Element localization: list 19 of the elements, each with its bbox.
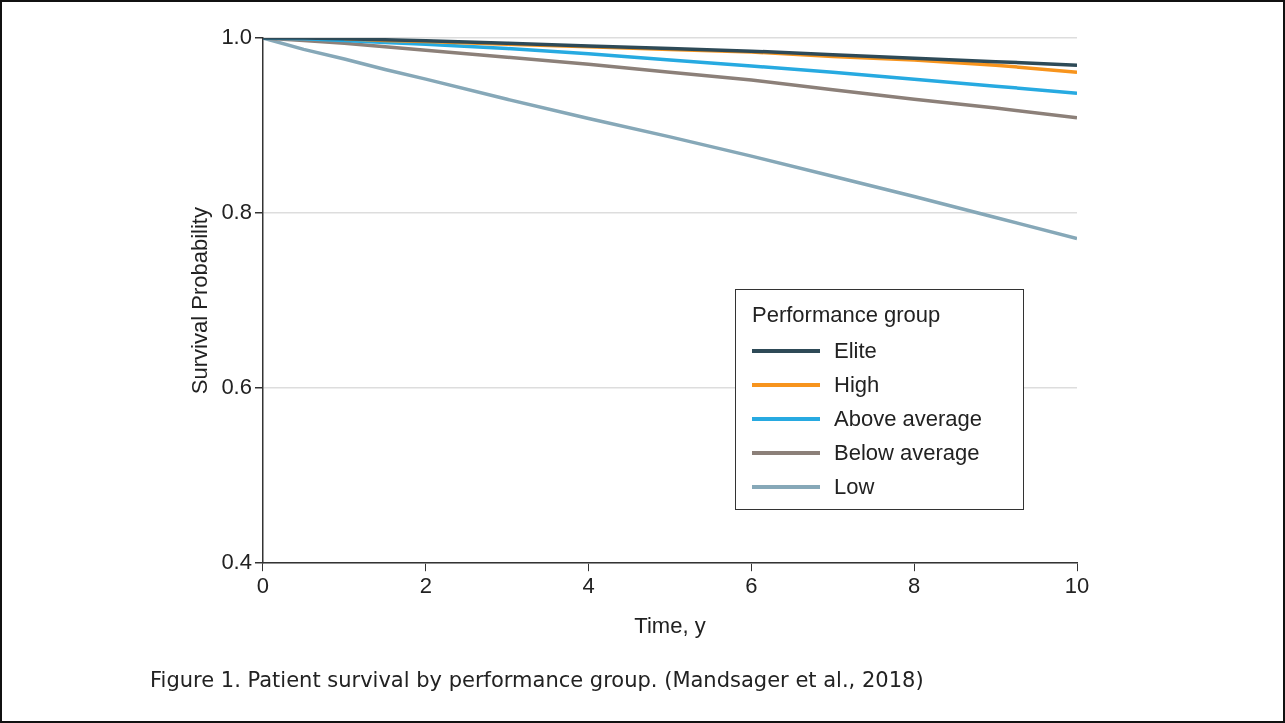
legend-label: Below average — [834, 440, 980, 466]
x-tick-label: 2 — [419, 573, 432, 599]
x-tick-label: 4 — [582, 573, 595, 599]
caption: Figure 1. Patient survival by performance group. (Mandsager et al., 2018) — [150, 668, 924, 692]
y-axis-title: Survival Probability — [187, 207, 213, 395]
legend-title: Performance group — [752, 302, 942, 328]
y-tick-label: 0.8 — [221, 199, 252, 225]
x-tick-label: 10 — [1064, 573, 1090, 599]
x-axis-title: Time, y — [634, 612, 706, 638]
legend-label: Elite — [834, 338, 877, 364]
legend-label: High — [834, 372, 880, 398]
y-tick-label: 0.4 — [221, 549, 252, 575]
x-tick-label: 8 — [908, 573, 921, 599]
x-tick-label: 0 — [256, 573, 270, 599]
x-tick-label: 6 — [745, 573, 758, 599]
legend-label: Low — [834, 474, 875, 500]
y-tick-label: 1.0 — [221, 24, 252, 50]
y-tick-label: 0.6 — [221, 374, 252, 400]
legend-label: Above average — [834, 406, 982, 432]
